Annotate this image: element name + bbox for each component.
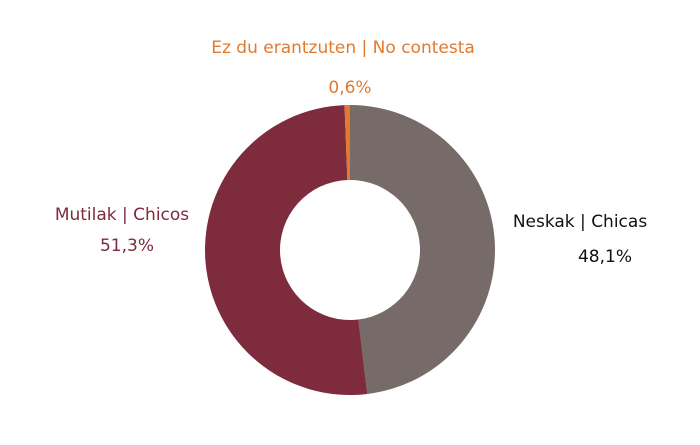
slice-value-label: 48,1% xyxy=(578,247,632,267)
donut-slice xyxy=(204,105,368,396)
slice-name: Mutilak | Chicos xyxy=(55,205,189,225)
donut-slice xyxy=(350,105,495,394)
slice-name: Neskak | Chicas xyxy=(513,212,648,232)
donut-slice xyxy=(344,105,350,181)
slice-value-label: 0,6% xyxy=(328,78,371,98)
slice-value-label: 51,3% xyxy=(100,236,154,256)
slice-name: Ez du erantzuten | No contesta xyxy=(211,38,475,58)
